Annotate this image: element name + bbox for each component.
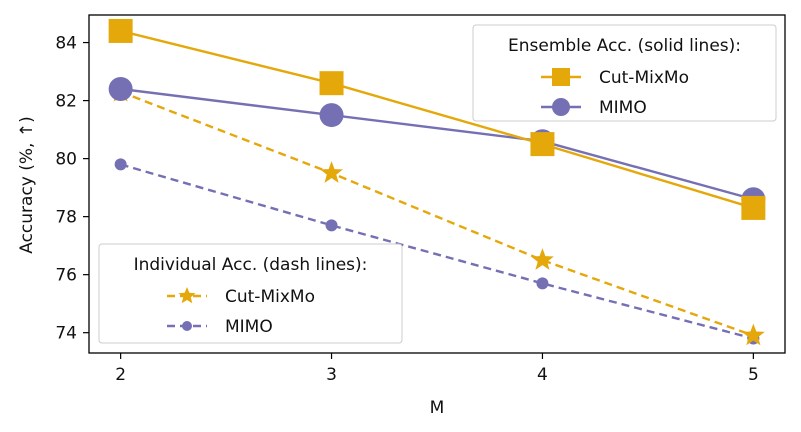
y-tick-label-74: 74 (55, 324, 77, 344)
y-tick-label-82: 82 (55, 92, 77, 112)
data-point-individual-cut-mixmo-m5 (741, 323, 765, 346)
data-point-individual-cut-mixmo-m4 (531, 248, 554, 270)
legend-title: Individual Acc. (dash lines): (134, 255, 368, 275)
data-point-ensemble-cut-mixmo-m2 (108, 18, 133, 43)
data-point-ensemble-cut-mixmo-m3 (319, 71, 344, 96)
legend-marker-ensemble-1 (552, 98, 570, 116)
y-tick-label-80: 80 (55, 150, 77, 170)
x-tick-label-3: 3 (326, 365, 337, 385)
x-tick-label-4: 4 (537, 365, 548, 385)
legend-top-right: Ensemble Acc. (solid lines): Cut-MixMo MIM… (472, 24, 777, 122)
series-line-individual-cut-mixmo (120, 90, 754, 337)
x-tick-label-2: 2 (115, 365, 126, 385)
data-point-ensemble-mimo-m3 (319, 103, 344, 128)
legend-marker-individual-1 (182, 321, 192, 331)
legend-title: Ensemble Acc. (solid lines): (508, 36, 741, 56)
y-tick-label-78: 78 (55, 208, 77, 228)
legend-label-individual-1: MIMO (225, 317, 273, 337)
data-point-individual-mimo-m3 (325, 219, 338, 232)
axes-frame (88, 14, 786, 354)
axes: 2 3 4 5 74 76 78 80 82 84 (55, 14, 786, 385)
legend-label-ensemble-0: Cut-MixMo (599, 68, 689, 88)
legends: Ensemble Acc. (solid lines): Cut-MixMo MIM… (98, 24, 777, 344)
legend-bottom-left: Individual Acc. (dash lines): Cut-MixMo MI… (98, 243, 403, 344)
x-axis-label: M (430, 398, 445, 418)
data-point-individual-mimo-m2 (114, 158, 127, 171)
plot-area (108, 18, 766, 346)
data-point-ensemble-cut-mixmo-m5 (741, 195, 766, 220)
data-point-ensemble-cut-mixmo-m4 (530, 132, 555, 157)
data-point-individual-cut-mixmo-m3 (320, 161, 343, 183)
legend-label-ensemble-1: MIMO (599, 98, 647, 118)
series-line-individual-mimo (120, 163, 754, 340)
data-point-ensemble-mimo-m2 (108, 76, 133, 101)
x-tick-label-5: 5 (748, 365, 759, 385)
legend-marker-ensemble-0 (552, 68, 570, 86)
series-line-ensemble-mimo (120, 87, 754, 201)
y-axis-label: Accuracy (%, ↑) (17, 116, 37, 254)
y-tick-label-84: 84 (55, 34, 77, 54)
data-point-individual-mimo-m4 (536, 277, 549, 290)
series-line-ensemble-cut-mixmo (120, 29, 754, 210)
legend-frame (472, 24, 777, 122)
legend-marker-individual-0 (178, 287, 196, 304)
legend-label-individual-0: Cut-MixMo (225, 287, 315, 307)
y-tick-label-76: 76 (55, 266, 77, 286)
legend-frame (98, 243, 403, 344)
